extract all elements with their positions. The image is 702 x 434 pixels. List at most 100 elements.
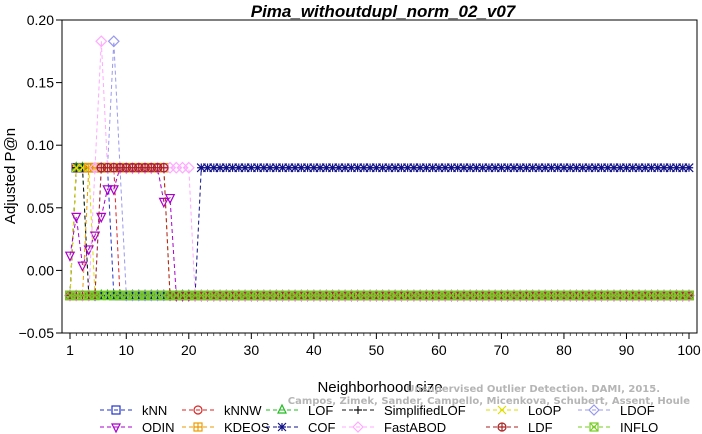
series-ODIN (64, 163, 695, 302)
data-point (634, 163, 644, 173)
data-point (453, 163, 463, 173)
legend-item: LOF (266, 403, 333, 418)
legend-marker (111, 405, 121, 415)
data-point (309, 163, 319, 173)
data-point (182, 161, 195, 174)
data-point (209, 163, 219, 173)
legend-label: ODIN (142, 420, 175, 434)
series-LoOP (65, 163, 694, 301)
data-point (684, 163, 694, 173)
legend-item: LDF (486, 420, 553, 434)
legend-label: LDOF (620, 403, 655, 418)
data-point (653, 163, 663, 173)
data-point (415, 163, 425, 173)
data-point (164, 193, 176, 205)
data-point (284, 163, 294, 173)
series-markers (65, 162, 694, 301)
data-point (515, 163, 525, 173)
data-point (446, 163, 457, 173)
y-axis-label: Adjusted P@n (2, 128, 19, 224)
data-point (534, 163, 544, 173)
data-point (590, 163, 600, 173)
data-point (240, 163, 250, 173)
series-kNNW (65, 162, 694, 301)
legend-item: KDEOS (182, 420, 270, 434)
series-LOF (64, 161, 695, 300)
series-line (70, 167, 689, 296)
data-point (396, 163, 407, 173)
data-point (678, 163, 688, 173)
legend-marker (589, 422, 599, 432)
data-point (459, 163, 469, 173)
series-line (70, 41, 689, 296)
series-markers (64, 161, 695, 300)
data-point (277, 163, 288, 173)
legend-marker (588, 404, 600, 416)
data-point (478, 163, 488, 173)
data-point (215, 163, 225, 173)
series-markers (65, 163, 694, 301)
x-tick-label: 50 (369, 342, 385, 358)
series-line (69, 167, 689, 296)
data-point (390, 163, 400, 173)
series-kNN (65, 162, 694, 301)
x-tick-label: 80 (556, 342, 572, 358)
series-line (69, 167, 689, 296)
legend-label: COF (308, 420, 336, 434)
data-point (96, 212, 107, 224)
data-point (246, 163, 256, 173)
data-point (665, 163, 675, 173)
x-tick-label: 30 (244, 342, 260, 358)
data-point (95, 35, 108, 48)
data-point (609, 163, 619, 173)
data-point (528, 163, 538, 173)
data-point (603, 163, 613, 173)
data-point (334, 163, 344, 173)
chart-title: Pima_withoutdupl_norm_02_v07 (251, 2, 517, 21)
data-point (321, 163, 331, 173)
data-point (64, 251, 76, 262)
data-point (559, 163, 569, 173)
y-tick-label: 0.10 (27, 137, 54, 153)
data-point (584, 163, 594, 173)
x-tick-label: 100 (677, 342, 701, 358)
data-point (196, 163, 206, 173)
data-point (615, 163, 625, 173)
x-tick-label: 20 (181, 342, 197, 358)
legend-marker (193, 405, 203, 415)
x-tick-label: 1 (66, 342, 74, 358)
legend-item: INFLO (578, 420, 658, 434)
legend-label: kNN (142, 403, 167, 418)
series-line (70, 167, 689, 296)
data-point (621, 163, 632, 173)
data-point (108, 185, 119, 196)
legend: kNN kNNW LOF SimplifiedLOF LoOP LDOF ODIN KDEOS… (100, 403, 658, 434)
data-point (359, 163, 369, 173)
data-point (158, 197, 169, 209)
legend-marker (497, 405, 507, 415)
legend-label: LOF (308, 403, 333, 418)
data-point (484, 163, 494, 173)
data-point (571, 163, 582, 173)
data-point (202, 163, 213, 173)
data-point (259, 163, 269, 173)
legend-label: FastABOD (384, 420, 446, 434)
data-point (546, 163, 557, 173)
series-markers (65, 290, 694, 301)
data-point (659, 163, 669, 173)
data-point (384, 163, 394, 173)
x-tick-label: 40 (306, 342, 322, 358)
x-tick-label: 70 (494, 342, 510, 358)
data-point (340, 163, 350, 173)
legend-marker (354, 406, 362, 414)
data-point (671, 163, 682, 173)
data-point (465, 163, 475, 173)
series-line (69, 167, 689, 296)
series-line (69, 167, 689, 296)
data-point (434, 163, 444, 173)
data-point (378, 163, 388, 173)
data-point (565, 163, 575, 173)
legend-label: LDF (528, 420, 553, 434)
data-point (421, 163, 432, 173)
